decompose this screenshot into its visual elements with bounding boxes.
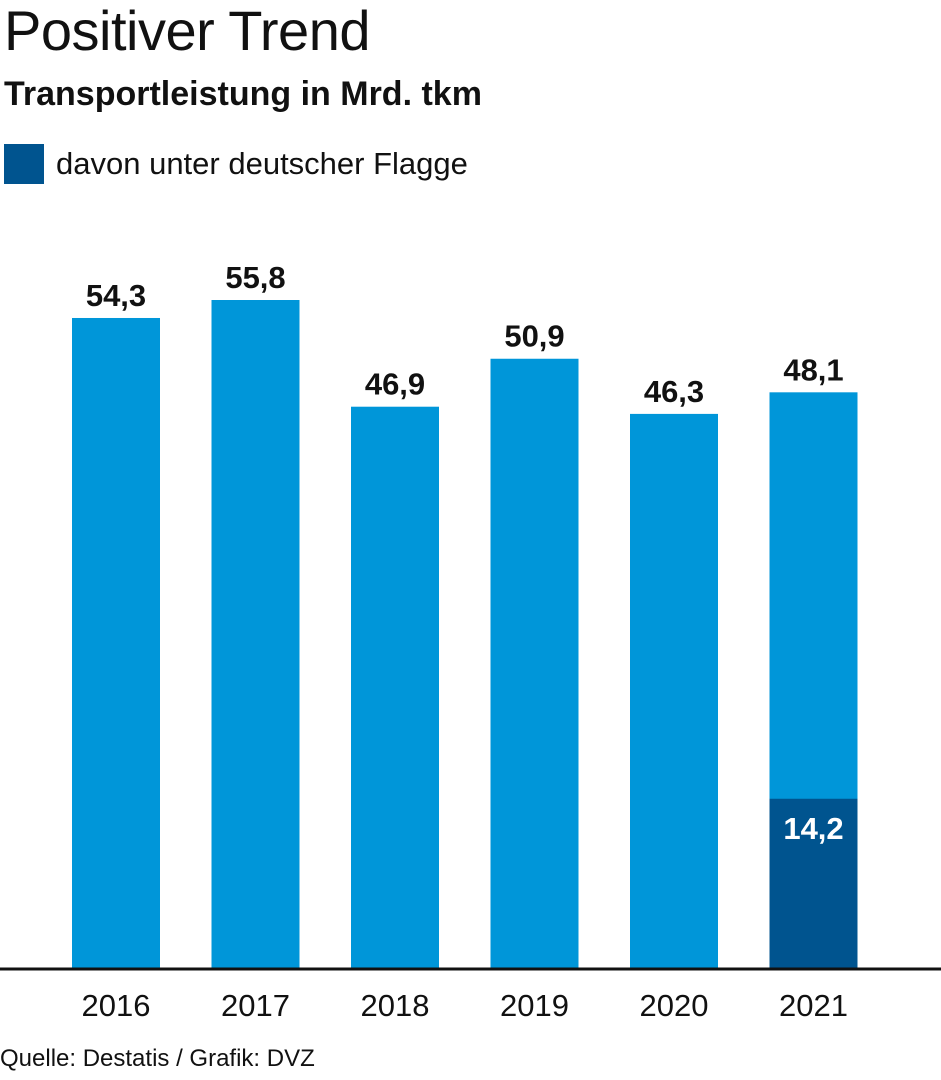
value-label-german-flag-2021: 14,2 <box>783 811 843 846</box>
x-tick-label-2017: 2017 <box>221 988 290 1023</box>
x-tick-label-2016: 2016 <box>82 988 151 1023</box>
chart-subtitle: Transportleistung in Mrd. tkm <box>4 75 482 113</box>
x-tick-label-2020: 2020 <box>640 988 709 1023</box>
x-tick-labels-group: 2016 2017 2018 2019 2020 2021 <box>82 988 848 1023</box>
chart-title: Positiver Trend <box>4 0 371 62</box>
value-label-2018: 46,9 <box>365 367 425 402</box>
value-label-2019: 50,9 <box>504 319 564 354</box>
bars-group <box>72 300 858 970</box>
bar-2016 <box>72 317 160 969</box>
value-label-2020: 46,3 <box>644 374 704 409</box>
bar-chart: 54,355,846,950,946,348,114,2 2016 2017 201… <box>0 260 941 1023</box>
bar-2020 <box>630 413 718 970</box>
value-label-2017: 55,8 <box>225 260 285 295</box>
x-tick-label-2021: 2021 <box>779 988 848 1023</box>
x-tick-label-2018: 2018 <box>361 988 430 1023</box>
legend: davon unter deutscher Flagge <box>4 142 468 186</box>
legend-label: davon unter deutscher Flagge <box>56 146 468 181</box>
x-tick-label-2019: 2019 <box>500 988 569 1023</box>
bar-2018 <box>351 406 439 969</box>
bar-2017 <box>211 300 300 969</box>
source-note: Quelle: Destatis / Grafik: DVZ <box>0 1045 315 1072</box>
value-labels-group: 54,3 55,8 46,9 50,9 46,3 48,1 14,2 <box>86 260 844 846</box>
bar-german-flag-2021 <box>769 798 858 969</box>
value-label-2021: 48,1 <box>783 352 843 387</box>
bar-2019 <box>490 358 579 969</box>
value-label-2016: 54,3 <box>86 278 146 313</box>
legend-swatch <box>4 144 44 184</box>
